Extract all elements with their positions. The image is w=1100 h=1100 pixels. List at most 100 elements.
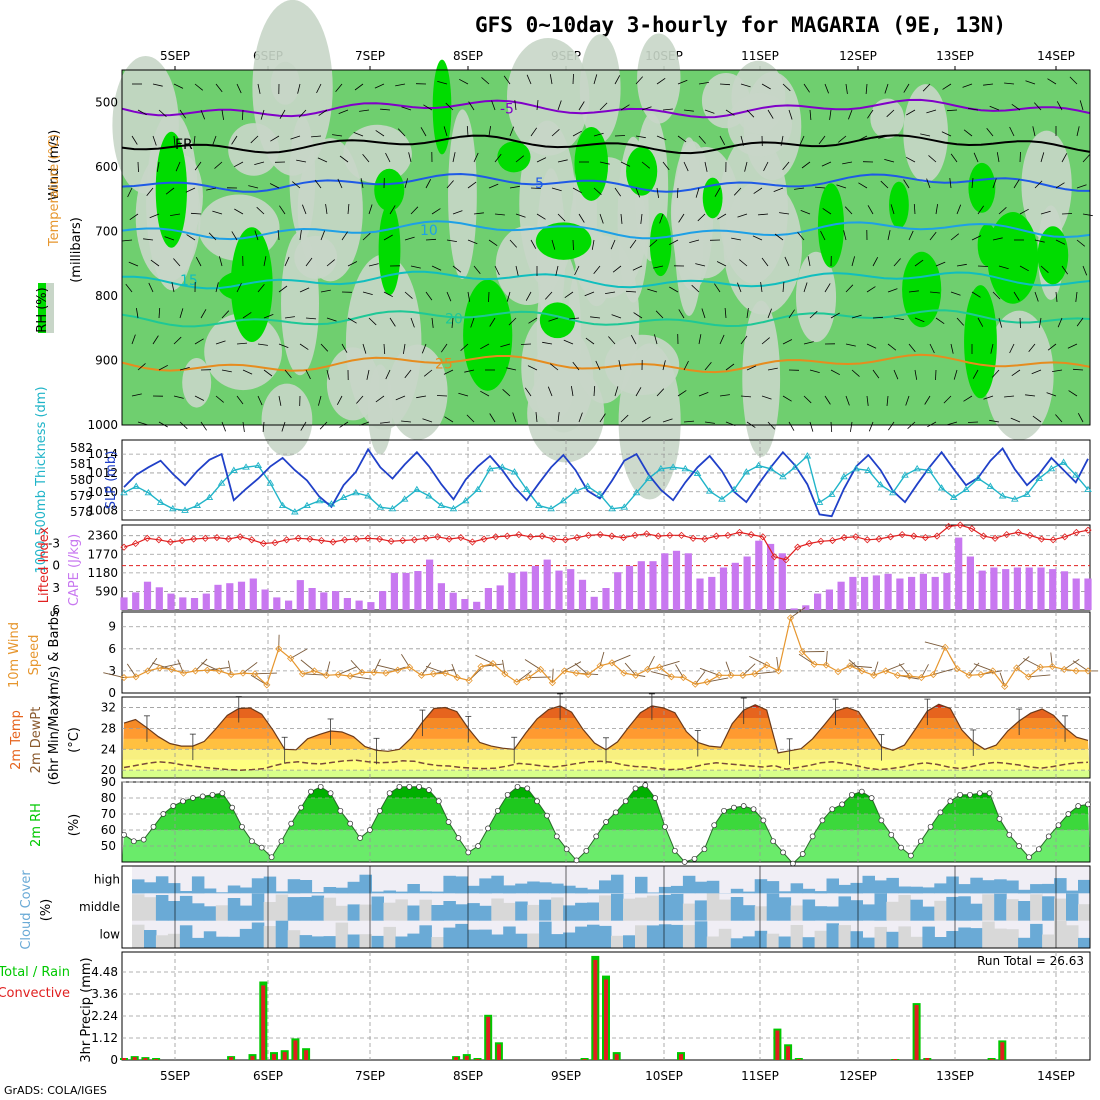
li-point — [945, 522, 953, 531]
li-point — [224, 535, 233, 543]
wind10-barb — [659, 660, 680, 668]
cloud-bar — [658, 886, 672, 894]
wind-barb — [887, 288, 898, 293]
li-point — [933, 532, 941, 540]
cape-bar — [155, 587, 163, 610]
cloud-bar — [347, 904, 361, 921]
date-label-bottom: 11SEP — [741, 1069, 779, 1083]
wind-barb — [152, 135, 157, 146]
wind-barb — [535, 412, 538, 423]
wind-barb — [431, 208, 441, 215]
cloud-bar — [275, 891, 289, 894]
wind-barb — [137, 161, 139, 173]
wind-barb — [148, 282, 154, 293]
rh2m-point — [150, 823, 157, 830]
li-point — [608, 532, 616, 540]
precip-conv-bar — [282, 1052, 287, 1060]
wind-barb — [494, 213, 505, 216]
wind-barb — [1052, 369, 1063, 372]
wind-barb — [375, 395, 385, 403]
rh2m-point — [298, 804, 304, 811]
cloud-bar — [742, 905, 756, 921]
wind-barb — [605, 291, 616, 294]
thickness-point — [962, 485, 970, 493]
cape-bar — [661, 553, 669, 610]
rh-dry-patch — [387, 344, 448, 440]
wind-barb — [403, 343, 406, 354]
wind-barb — [569, 317, 580, 320]
li-point — [712, 532, 720, 540]
wind10-point — [846, 662, 854, 670]
rh2m-point — [1055, 822, 1062, 829]
wind-barb — [131, 334, 136, 345]
wind-barb — [608, 336, 616, 345]
precip-total-label: Total / Rain — [0, 965, 70, 980]
wind-barb — [347, 203, 350, 215]
cloud-bar — [1042, 934, 1055, 948]
cloud-bar — [599, 880, 612, 894]
wind-barb — [782, 161, 790, 170]
wind-barb — [788, 421, 795, 431]
cloud-bar — [599, 925, 612, 948]
upper-air-frame — [121, 69, 1091, 426]
rh2m-point — [711, 822, 718, 829]
wind-barb — [480, 390, 490, 397]
rh2m-point — [1006, 831, 1013, 838]
wind10-point — [1013, 664, 1021, 672]
wind-barb — [129, 213, 139, 221]
wind10-barb — [159, 662, 181, 669]
cloud-bar — [599, 895, 612, 921]
wind-barb — [173, 135, 176, 146]
wind-barb — [724, 307, 727, 319]
wind-barb — [481, 77, 490, 85]
li-point — [166, 538, 175, 546]
cloud-bar — [467, 929, 480, 948]
rh-dry-patch — [270, 61, 300, 105]
wind-barb — [221, 369, 232, 373]
cloud-bar — [299, 880, 313, 894]
rh-dry-patch — [228, 123, 280, 176]
cloud-bar — [946, 876, 959, 894]
wind-barb — [299, 287, 310, 293]
cape-bar — [872, 575, 880, 610]
wind-barb — [737, 282, 742, 293]
cloud-bar — [551, 934, 564, 948]
wind-barb — [773, 187, 784, 192]
li-point — [259, 539, 267, 548]
rh2m-point — [937, 809, 944, 816]
cloud-bar — [778, 897, 792, 921]
wind-barb — [572, 130, 582, 137]
wind-barb — [410, 265, 421, 269]
wind-barb — [725, 109, 735, 116]
cloud-bar — [1054, 920, 1067, 948]
wind-barb — [425, 179, 432, 189]
cape-bar — [449, 592, 457, 610]
precip-conv-bar — [593, 959, 598, 1060]
wind-barb — [336, 395, 343, 405]
wind-barb — [578, 412, 583, 423]
cloud-bar — [455, 876, 468, 894]
wind-barb — [152, 83, 163, 87]
wind-barb — [234, 208, 244, 215]
wind-barb — [697, 213, 706, 222]
cloud-bar — [443, 927, 456, 948]
wind-barb — [1009, 126, 1015, 137]
cloud-bar — [982, 880, 995, 894]
wind-barb — [512, 412, 517, 423]
thickness-point — [1023, 490, 1031, 497]
wind-barb — [212, 210, 223, 215]
wind-barb — [368, 204, 373, 215]
wind-barb — [926, 178, 931, 189]
wind10-point — [477, 662, 485, 671]
precip-conv-bar — [475, 1059, 480, 1060]
thickness-point — [681, 464, 690, 472]
wind10-point — [453, 673, 461, 682]
wind-barb — [865, 83, 868, 95]
cloud-bar — [515, 901, 528, 921]
wind-barb — [1013, 179, 1020, 189]
cape-bar — [543, 559, 551, 610]
wind-barb — [1004, 395, 1015, 398]
temp-band — [122, 759, 1090, 771]
wind10-barb — [300, 659, 315, 672]
